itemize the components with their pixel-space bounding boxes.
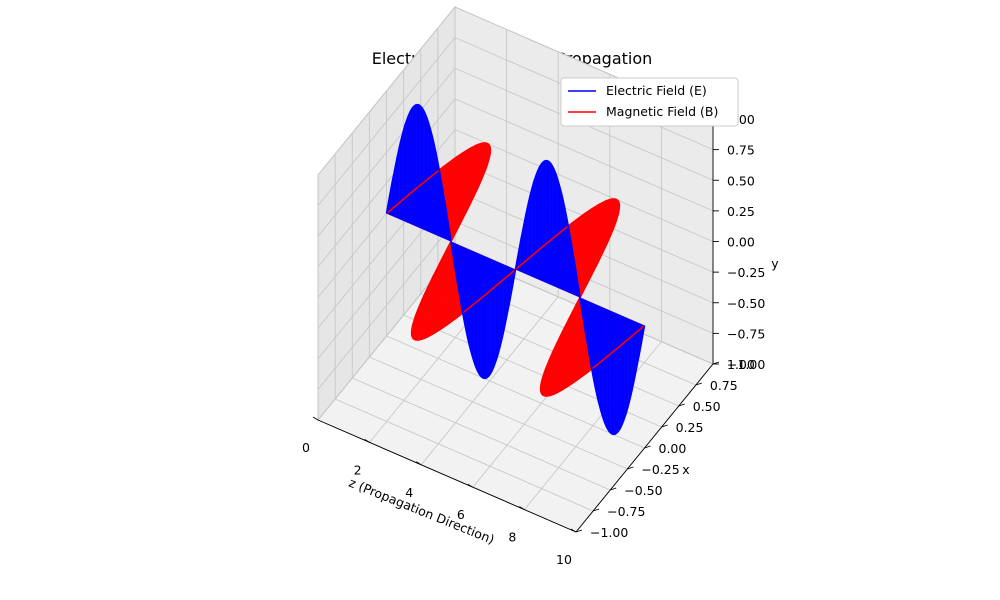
z-tick-label: 6 bbox=[457, 507, 465, 522]
y-tick-label: 0.00 bbox=[727, 235, 755, 250]
legend-label-magnetic: Magnetic Field (B) bbox=[606, 104, 718, 119]
grid-floor-x bbox=[334, 398, 594, 512]
z-tick-label: 10 bbox=[556, 552, 572, 567]
x-tick bbox=[695, 382, 703, 386]
y-tick-label: −0.75 bbox=[727, 326, 765, 341]
x-tick-label: 0.75 bbox=[710, 378, 738, 393]
x-tick-label: 0.25 bbox=[676, 420, 704, 435]
x-tick bbox=[627, 466, 634, 470]
x-tick-label: 0.50 bbox=[693, 399, 721, 414]
z-tick bbox=[364, 439, 370, 443]
grid-floor-x bbox=[369, 356, 628, 470]
y-tick-label: −0.25 bbox=[727, 265, 765, 280]
x-tick-label: −0.25 bbox=[641, 462, 679, 477]
series-layer bbox=[385, 103, 646, 436]
legend: Electric Field (E) Magnetic Field (B) bbox=[560, 77, 739, 127]
series-electric-field bbox=[386, 104, 645, 435]
x-tick-label: −0.50 bbox=[624, 483, 662, 498]
x-tick bbox=[610, 487, 617, 491]
y-tick-label: −0.50 bbox=[727, 296, 765, 311]
electric-field-curve bbox=[385, 103, 646, 436]
legend-label-electric: Electric Field (E) bbox=[606, 83, 707, 98]
z-tick bbox=[312, 416, 319, 421]
axes: 0 2 4 6 8 10 −1.00 −0.75 −0.50 −0.25 0.00 0.25 0.50 0… bbox=[302, 112, 765, 567]
x-tick bbox=[592, 508, 600, 512]
y-tick-label: 0.25 bbox=[727, 204, 755, 219]
grid-back-y bbox=[454, 98, 714, 212]
z-tick-label: 8 bbox=[508, 530, 516, 545]
z-axis-line bbox=[317, 419, 577, 533]
grid-side-y bbox=[317, 6, 456, 176]
z-tick bbox=[467, 483, 474, 488]
z-tick bbox=[570, 528, 577, 533]
grid-side-y bbox=[317, 37, 456, 206]
legend-box bbox=[560, 77, 739, 127]
x-tick-label: 1.00 bbox=[727, 357, 755, 372]
x-tick-label: −0.75 bbox=[607, 504, 645, 519]
y-axis-label: y bbox=[771, 256, 779, 271]
y-tick-label: 0.75 bbox=[727, 143, 755, 158]
grid-floor-x bbox=[352, 377, 611, 491]
grid-side-y bbox=[317, 98, 456, 268]
grid-floor-x bbox=[386, 335, 645, 449]
z-tick-label: 0 bbox=[302, 440, 310, 455]
x-tick bbox=[644, 445, 651, 449]
x-axis-label: x bbox=[682, 462, 689, 477]
x-tick-label: −1.00 bbox=[590, 525, 628, 540]
grid-side-y bbox=[317, 221, 456, 390]
y-tick-label: 0.50 bbox=[727, 173, 755, 188]
z-tick-label: 2 bbox=[354, 462, 362, 477]
x-tick-label: 0.00 bbox=[659, 441, 687, 456]
z-tick-label: 4 bbox=[405, 485, 413, 500]
x-tick bbox=[678, 403, 685, 407]
grid-back-y bbox=[454, 129, 714, 242]
y-tick-label: −1.00 bbox=[727, 357, 765, 372]
grid-side-y bbox=[317, 67, 456, 237]
x-tick bbox=[661, 424, 668, 428]
z-tick bbox=[415, 461, 422, 466]
x-tick bbox=[575, 529, 583, 533]
z-tick bbox=[519, 506, 525, 510]
